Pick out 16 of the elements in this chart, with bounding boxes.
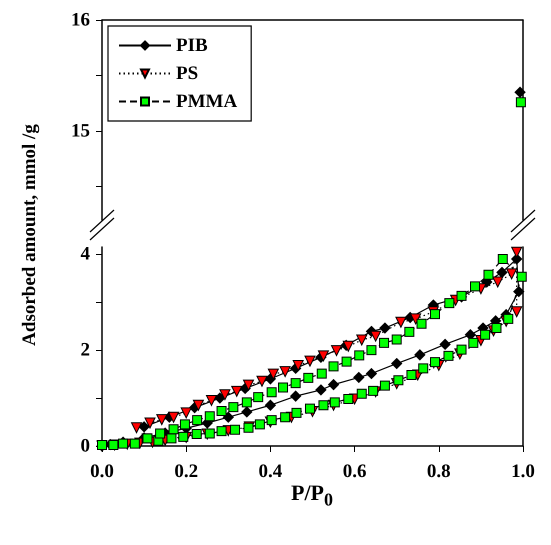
y-tick-label: 16 xyxy=(71,10,90,30)
y-tick-label: 0 xyxy=(80,436,90,456)
x-tick-label: 0.0 xyxy=(90,461,114,482)
y-tick-label: 2 xyxy=(80,340,90,361)
legend-label: PS xyxy=(176,63,198,84)
legend-label: PIB xyxy=(176,35,208,56)
x-tick-label: 0.8 xyxy=(426,461,451,482)
x-axis-title: P/P$_{0}$ xyxy=(291,480,333,510)
y-tick-label: 15 xyxy=(71,120,90,142)
y-tick-label: 4 xyxy=(80,244,90,265)
legend-label: PMMA xyxy=(176,91,238,112)
x-tick-label: 1.0 xyxy=(511,461,535,482)
y-axis-title: Adsorbed amount, mmol /g xyxy=(19,124,41,346)
x-tick-label: 0.2 xyxy=(174,461,198,482)
x-tick-label: 0.4 xyxy=(258,461,283,482)
x-tick-label: 0.6 xyxy=(342,461,366,482)
